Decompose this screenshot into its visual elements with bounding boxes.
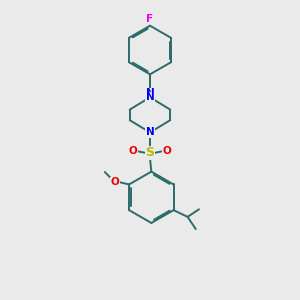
Text: S: S <box>146 146 154 159</box>
Text: O: O <box>129 146 138 156</box>
Text: N: N <box>146 88 154 98</box>
Text: F: F <box>146 14 154 24</box>
Text: N: N <box>146 92 154 102</box>
Text: O: O <box>111 177 119 187</box>
Text: O: O <box>162 146 171 156</box>
Text: N: N <box>146 128 154 137</box>
